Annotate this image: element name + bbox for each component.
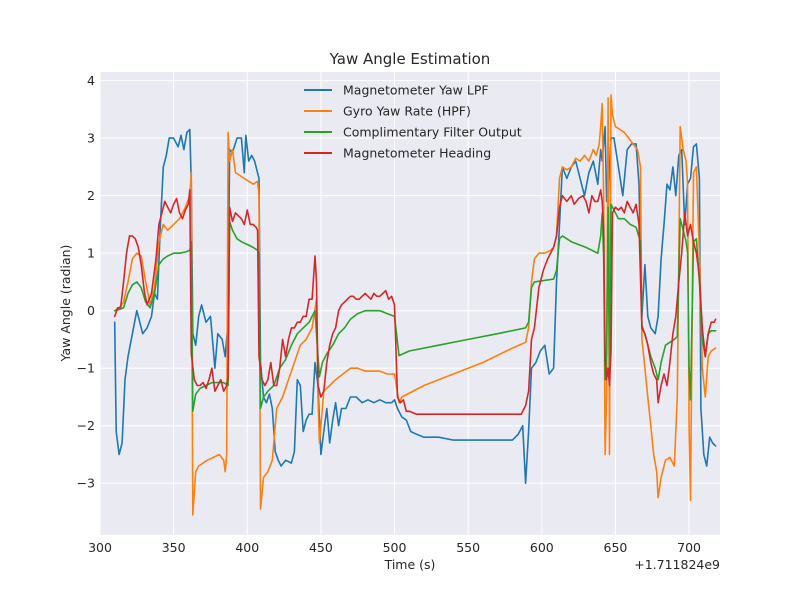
- legend-entry: Complimentary Filter Output: [304, 125, 522, 140]
- series-line-3: [113, 189, 717, 415]
- y-tick-label: −3: [77, 476, 95, 491]
- x-tick-label: 700: [677, 540, 701, 555]
- x-axis-label: Time (s): [384, 557, 436, 572]
- x-tick-label: 350: [162, 540, 186, 555]
- x-tick-label: 600: [530, 540, 554, 555]
- y-tick-label: 2: [87, 188, 95, 203]
- grid-lines: [99, 72, 720, 535]
- x-offset-label: +1.711824e9: [634, 557, 720, 572]
- legend-entry: Magnetometer Yaw LPF: [304, 83, 489, 98]
- series-layer: [113, 94, 717, 516]
- legend-label: Complimentary Filter Output: [343, 125, 522, 140]
- series-line-1: [113, 94, 717, 516]
- x-tick-labels: 300 350 400 450 500 550 600 650 700: [88, 540, 701, 555]
- y-tick-label: −1: [77, 361, 95, 376]
- x-tick-label: 400: [235, 540, 259, 555]
- series-line-0: [113, 125, 717, 484]
- legend-label: Gyro Yaw Rate (HPF): [343, 104, 471, 119]
- y-axis-label: Yaw Angle (radian): [58, 245, 73, 363]
- y-tick-label: 4: [87, 73, 95, 88]
- chart-title: Yaw Angle Estimation: [329, 50, 491, 68]
- legend-label: Magnetometer Heading: [343, 146, 491, 161]
- x-tick-label: 550: [456, 540, 480, 555]
- legend-entry: Magnetometer Heading: [304, 146, 491, 161]
- legend-entry: Gyro Yaw Rate (HPF): [304, 104, 471, 119]
- y-tick-label: 3: [87, 131, 95, 146]
- x-tick-label: 300: [88, 540, 112, 555]
- y-tick-label: 1: [87, 246, 95, 261]
- plot-area: [100, 72, 720, 535]
- x-tick-label: 450: [309, 540, 333, 555]
- legend-label: Magnetometer Yaw LPF: [343, 83, 489, 98]
- x-tick-label: 500: [383, 540, 407, 555]
- legend: Magnetometer Yaw LPF Gyro Yaw Rate (HPF)…: [304, 83, 522, 161]
- y-tick-label: 0: [87, 303, 95, 318]
- y-tick-labels: −3 −2 −1 0 1 2 3 4: [77, 73, 95, 491]
- y-tick-label: −2: [77, 418, 95, 433]
- x-tick-label: 650: [604, 540, 628, 555]
- series-line-2: [113, 203, 717, 413]
